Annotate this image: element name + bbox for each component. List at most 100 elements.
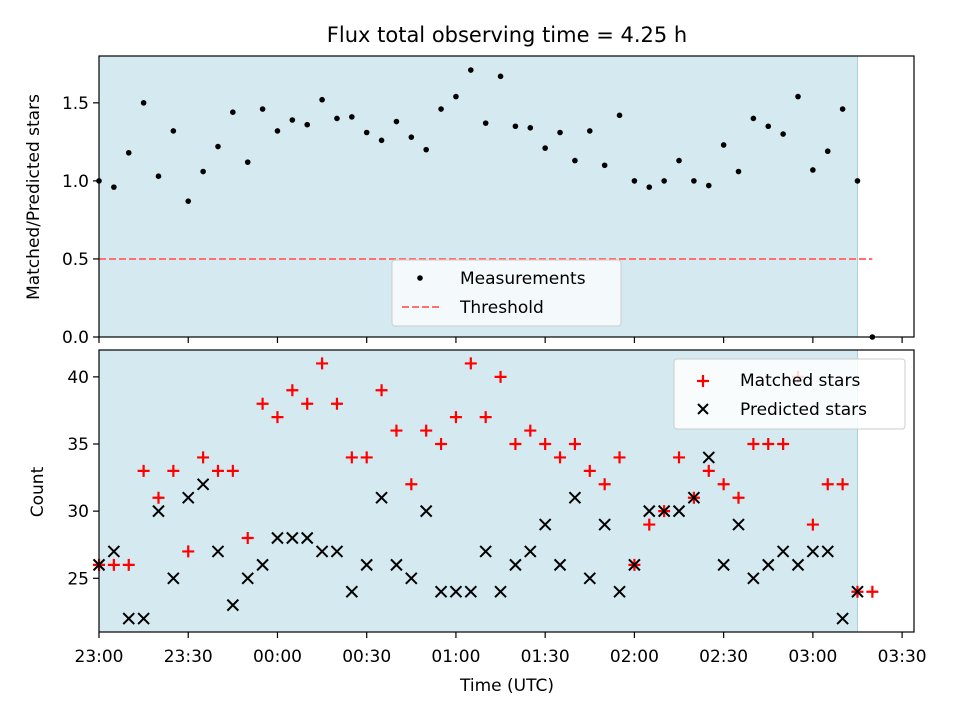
legend-measurements-marker bbox=[417, 275, 423, 281]
predicted-stars-point bbox=[390, 558, 403, 572]
ratio-y-tick-label: 0.0 bbox=[62, 328, 89, 348]
predicted-stars-point bbox=[613, 585, 626, 598]
measurement-point bbox=[735, 168, 742, 175]
measurement-point bbox=[170, 128, 177, 134]
predicted-stars-point bbox=[449, 585, 463, 598]
matched-stars-point bbox=[806, 518, 819, 531]
measurement-point bbox=[691, 178, 697, 184]
matched-stars-point bbox=[330, 397, 343, 410]
predicted-stars-point bbox=[851, 585, 864, 598]
measurement-point bbox=[423, 146, 429, 153]
count-x-tick-label: 00:30 bbox=[342, 647, 391, 667]
matched-stars-point bbox=[643, 518, 656, 531]
measurement-point bbox=[125, 149, 132, 156]
matched-stars-point bbox=[777, 438, 790, 450]
legend-measurements-label: Measurements bbox=[460, 269, 586, 289]
measurement-point bbox=[259, 106, 266, 112]
matched-stars-point bbox=[435, 438, 448, 450]
predicted-stars-point bbox=[122, 612, 135, 625]
matched-stars-point bbox=[866, 585, 879, 598]
measurement-point bbox=[542, 145, 548, 151]
matched-stars-point bbox=[316, 357, 329, 370]
matched-stars-point bbox=[405, 478, 418, 491]
predicted-stars-point bbox=[762, 558, 775, 572]
matched-stars-point bbox=[524, 424, 537, 437]
matched-stars-point bbox=[494, 370, 507, 383]
count-y-tick-label: 25 bbox=[67, 569, 89, 589]
count-x-tick-label: 01:30 bbox=[521, 647, 570, 667]
measurement-point bbox=[765, 123, 772, 130]
matched-stars-point bbox=[286, 384, 299, 397]
matched-stars-point bbox=[836, 478, 849, 491]
matched-stars-point bbox=[301, 397, 314, 410]
measurement-point bbox=[512, 123, 519, 130]
count-legend-box bbox=[673, 358, 906, 430]
measurement-point bbox=[215, 143, 221, 150]
measurement-point bbox=[244, 159, 251, 165]
predicted-stars-point bbox=[657, 504, 671, 518]
chart-title: Flux total observing time = 4.25 h bbox=[327, 23, 687, 47]
matched-stars-point bbox=[821, 478, 834, 491]
matched-stars-point bbox=[568, 438, 581, 450]
count-y-label: Count bbox=[28, 466, 48, 517]
matched-stars-point bbox=[479, 411, 492, 424]
predicted-stars-point bbox=[806, 545, 820, 558]
measurement-point bbox=[572, 157, 578, 164]
ratio-y-tick-label: 1.5 bbox=[62, 94, 89, 114]
predicted-stars-point bbox=[776, 545, 790, 558]
measurement-point bbox=[289, 117, 296, 123]
measurement-point bbox=[304, 121, 311, 128]
matched-stars-point bbox=[717, 478, 730, 491]
predicted-stars-point bbox=[434, 585, 448, 598]
matched-stars-point bbox=[107, 558, 120, 571]
matched-stars-point bbox=[673, 451, 686, 464]
ratio-y-label: Matched/Predicted stars bbox=[24, 94, 44, 300]
predicted-stars-point bbox=[717, 558, 730, 572]
measurement-point bbox=[185, 198, 192, 204]
predicted-stars-point bbox=[479, 545, 492, 558]
predicted-stars-point bbox=[241, 572, 254, 585]
count-panel: 25 30 35 40 23:00 23:30 00:00 00:30 01:00 01:30 0… bbox=[28, 349, 927, 696]
predicted-stars-point bbox=[464, 585, 478, 598]
measurement-point bbox=[111, 184, 117, 190]
count-x-tick-label: 03:00 bbox=[788, 647, 837, 667]
predicted-stars-point bbox=[672, 504, 686, 518]
matched-stars-point bbox=[182, 545, 195, 558]
matched-stars-point bbox=[762, 438, 775, 450]
predicted-stars-point bbox=[419, 504, 433, 518]
measurement-points bbox=[96, 67, 876, 340]
matched-stars-point bbox=[732, 491, 745, 504]
measurement-point bbox=[378, 137, 385, 144]
matched-stars-point bbox=[554, 451, 567, 464]
measurement-point bbox=[497, 73, 504, 80]
predicted-stars-point bbox=[345, 585, 359, 598]
measurement-point bbox=[468, 67, 474, 73]
ratio-panel-frame bbox=[98, 55, 915, 338]
predicted-stars-point bbox=[598, 518, 611, 531]
matched-stars-point bbox=[137, 464, 150, 477]
measurement-point bbox=[482, 120, 489, 126]
matched-stars-point bbox=[390, 424, 403, 437]
ratio-x-ticks bbox=[98, 337, 903, 343]
legend-matched-label: Matched stars bbox=[740, 371, 860, 391]
count-legend: Matched stars Predicted stars bbox=[673, 358, 906, 430]
measurement-point bbox=[661, 178, 667, 184]
measurement-point bbox=[616, 112, 623, 119]
predicted-stars-point bbox=[182, 491, 195, 504]
predicted-stars-point bbox=[315, 545, 329, 558]
matched-stars-point bbox=[598, 478, 611, 491]
predicted-stars-point bbox=[538, 518, 552, 531]
matched-stars-point bbox=[702, 464, 715, 477]
matched-stars-point bbox=[197, 451, 210, 464]
predicted-stars-point bbox=[494, 585, 507, 598]
measurement-point bbox=[646, 184, 653, 190]
measurement-point bbox=[557, 129, 563, 136]
predicted-stars-point bbox=[836, 612, 849, 625]
measurement-point bbox=[720, 142, 727, 148]
ratio-legend-box bbox=[391, 259, 622, 327]
predicted-stars-point bbox=[747, 572, 760, 585]
count-x-tick-label: 02:30 bbox=[699, 647, 748, 667]
legend-matched-marker bbox=[697, 375, 709, 387]
predicted-stars-point bbox=[375, 491, 388, 504]
ratio-y-tick-label: 1.0 bbox=[62, 172, 89, 192]
